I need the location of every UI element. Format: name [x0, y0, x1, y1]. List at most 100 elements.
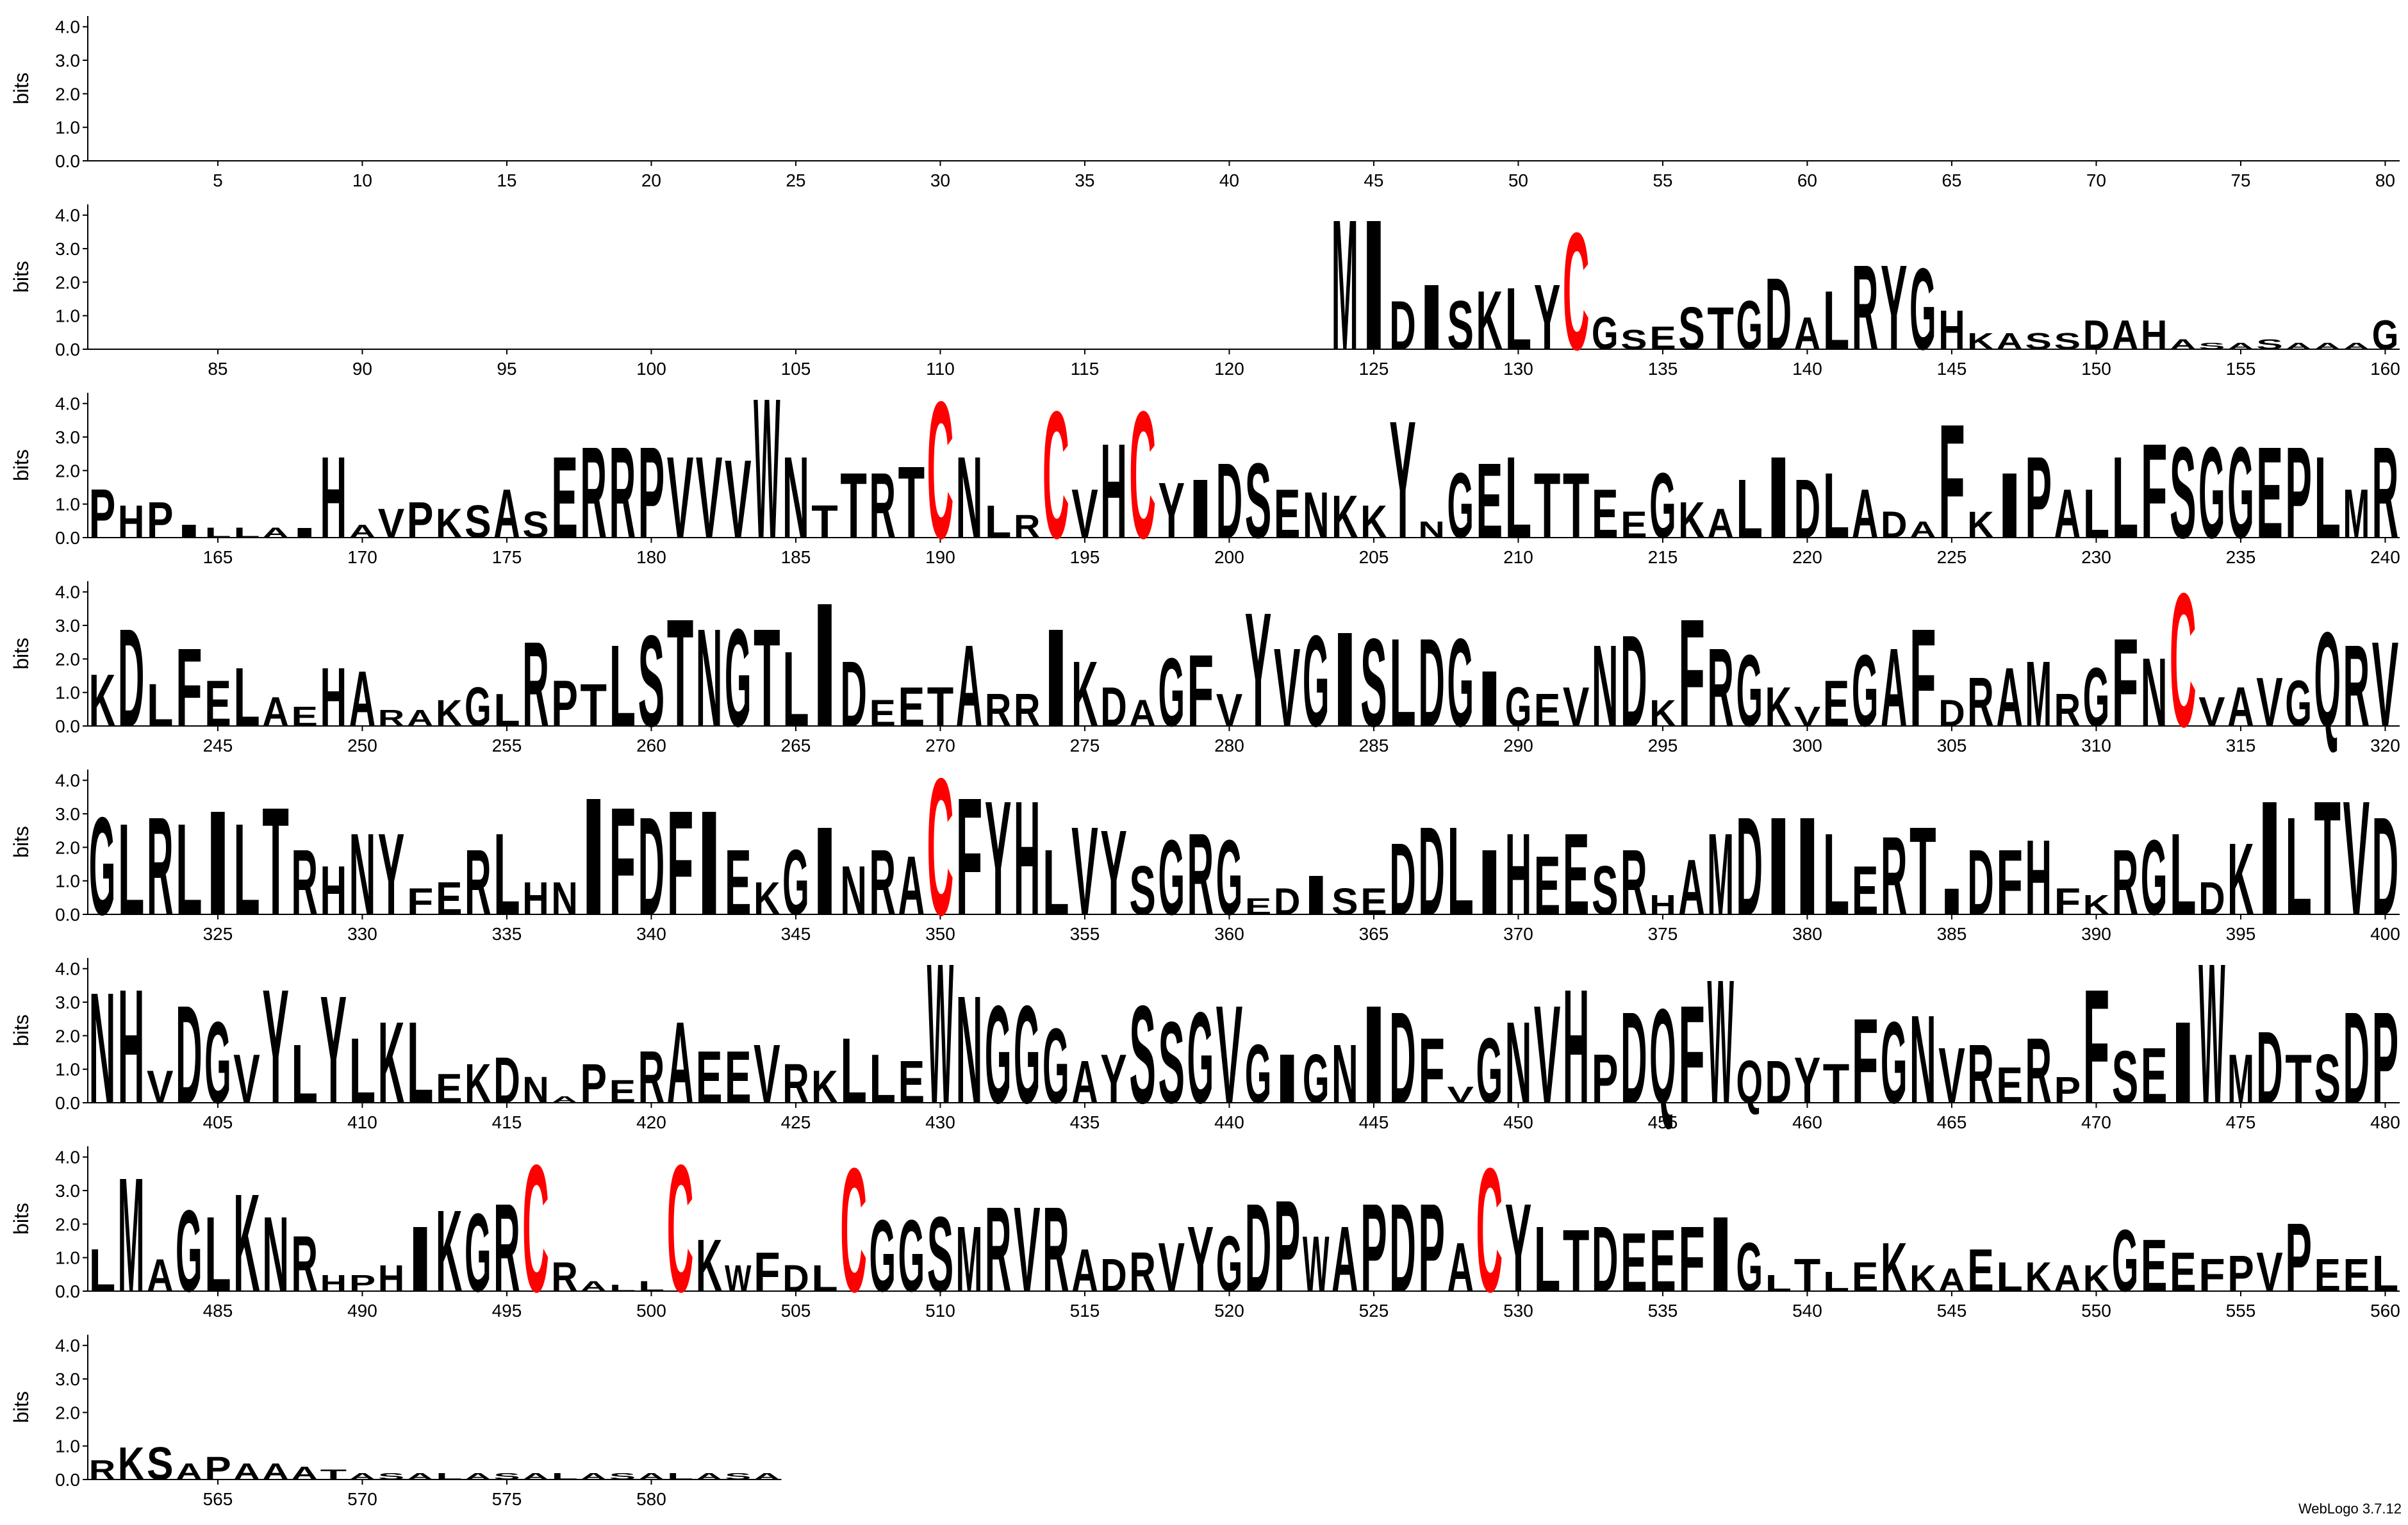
logo-letter: G: [2083, 650, 2109, 744]
logo-letter: F: [2112, 612, 2138, 752]
logo-letter: Y: [985, 767, 1011, 949]
logo-letter: D: [1794, 462, 1820, 556]
logo-letter: L: [292, 1027, 318, 1121]
x-tick-label: 190: [925, 547, 955, 567]
logo-letter: F: [1418, 1019, 1444, 1123]
y-tick-label: 2.0: [55, 84, 80, 104]
x-tick-label: 100: [636, 359, 666, 379]
logo-letter: A: [754, 1471, 780, 1481]
logo-letter: A: [1071, 1237, 1098, 1305]
y-tick-label: 4.0: [55, 771, 80, 791]
logo-letter: R: [1967, 663, 1993, 741]
logo-letter: R: [1014, 508, 1040, 545]
logo-letter: R: [2372, 420, 2398, 565]
x-tick-label: 385: [1937, 924, 1967, 944]
logo-letter: K: [89, 659, 115, 742]
x-tick-label: 175: [492, 547, 522, 567]
logo-letter: R: [1620, 831, 1647, 935]
logo-letter: K: [1476, 274, 1503, 367]
logo-letter: W: [1303, 1219, 1329, 1308]
logo-letter: E: [609, 1073, 636, 1110]
x-tick-label: 535: [1648, 1301, 1678, 1321]
logo-letter: G: [1909, 244, 1936, 374]
logo-letter: V: [2256, 663, 2283, 741]
logo-letter: F: [1996, 831, 2022, 935]
logo-letter: T: [320, 1467, 347, 1482]
logo-letter: F: [609, 775, 636, 947]
x-tick-label: 295: [1648, 736, 1678, 755]
x-tick-label: 150: [2081, 359, 2111, 379]
logo-letter: L: [840, 1019, 866, 1123]
y-tick-label: 2.0: [55, 1026, 80, 1046]
logo-letter: A: [2054, 1258, 2081, 1299]
logo-letter: A: [1852, 475, 1878, 553]
logo-letter: H: [320, 433, 347, 563]
x-tick-label: 545: [1937, 1301, 1967, 1321]
x-tick-label: 505: [781, 1301, 811, 1321]
logo-letter: L: [609, 621, 636, 751]
logo-letter: G: [898, 1199, 925, 1314]
logo-letter: M: [2227, 1040, 2254, 1118]
logo-letter: R: [292, 831, 318, 935]
logo-letter: P: [2285, 1203, 2311, 1312]
logo-letter: I: [292, 525, 318, 540]
logo-letter: R: [522, 617, 548, 752]
logo-letter: I: [1938, 881, 1965, 923]
logo-letter: R: [89, 1455, 115, 1486]
logo-letter: E: [2256, 420, 2282, 565]
logo-letter: I: [1476, 654, 1503, 743]
x-tick-label: 275: [1070, 736, 1100, 755]
x-tick-label: 510: [925, 1301, 955, 1321]
logo-letter: K: [436, 1186, 462, 1316]
x-tick-label: 85: [208, 359, 227, 379]
y-tick-label: 1.0: [55, 871, 80, 891]
logo-letter: G: [1852, 634, 1878, 748]
logo-letter: A: [2343, 341, 2370, 351]
logo-letter: P: [407, 491, 433, 548]
logo-letter: R: [2025, 1019, 2052, 1123]
y-tick-label: 0.0: [55, 1093, 80, 1113]
x-tick-label: 195: [1070, 547, 1100, 567]
logo-letter: A: [1909, 516, 1936, 543]
logo-letter: F: [2198, 1249, 2225, 1301]
logo-letter: S: [609, 1471, 636, 1481]
logo-letter: I: [1043, 599, 1069, 755]
logo-letter: P: [2025, 433, 2052, 563]
logo-letter: L: [2372, 1245, 2398, 1302]
logo-letter: C: [2170, 554, 2196, 767]
logo-letter: I: [1360, 181, 1387, 390]
logo-letter: E: [292, 701, 318, 732]
logo-letter: R: [551, 1253, 577, 1300]
x-tick-label: 130: [1503, 359, 1533, 379]
y-tick-label: 2.0: [55, 649, 80, 669]
logo-letter: E: [551, 433, 577, 563]
logo-letter: K: [1649, 693, 1676, 734]
logo-letter: D: [176, 976, 202, 1132]
logo-letter: R: [1881, 814, 1907, 939]
logo-letter: D: [2372, 787, 2398, 944]
logo-letter: T: [898, 445, 925, 560]
logo-letter: V: [1534, 976, 1560, 1132]
logo-letter: E: [1534, 839, 1560, 932]
logo-letter: L: [609, 1283, 636, 1293]
logo-letter: I: [1303, 864, 1329, 927]
logo-letter: F: [407, 881, 433, 923]
x-tick-label: 145: [1937, 359, 1967, 379]
x-tick-label: 20: [641, 170, 661, 190]
logo-letter: L: [1534, 1208, 1560, 1312]
logo-letter: M: [2025, 643, 2052, 746]
x-tick-label: 220: [1792, 547, 1822, 567]
logo-letter: I: [1360, 976, 1387, 1132]
x-tick-label: 335: [492, 924, 522, 944]
logo-letter: L: [1447, 800, 1474, 941]
logo-letter: I: [407, 1208, 433, 1312]
x-tick-label: 405: [203, 1112, 233, 1132]
logo-letter: V: [667, 433, 693, 563]
logo-letter: T: [2285, 1040, 2311, 1118]
logo-letter: P: [638, 420, 664, 565]
x-tick-label: 5: [213, 170, 223, 190]
logo-letter: S: [1620, 324, 1647, 356]
logo-letter: G: [1216, 818, 1242, 938]
logo-letter: Q: [1736, 1048, 1763, 1116]
logo-letter: R: [1014, 684, 1040, 736]
